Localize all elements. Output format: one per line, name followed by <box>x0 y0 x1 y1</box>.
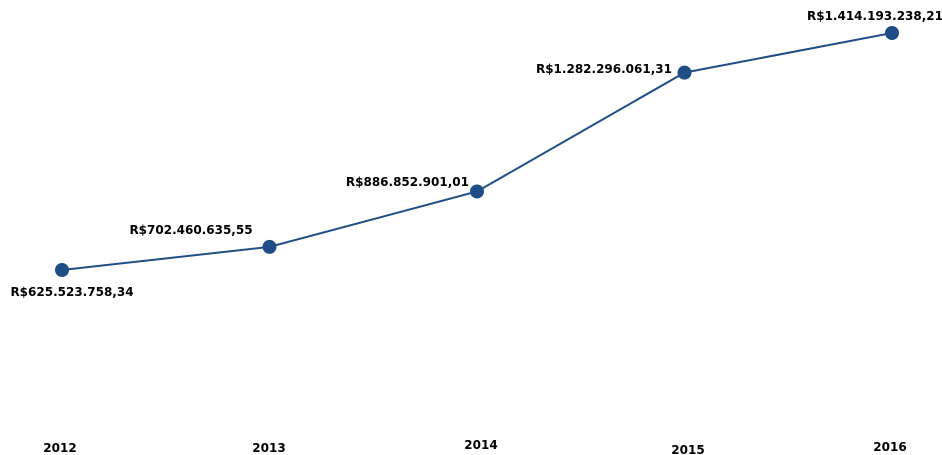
data-point-2013 <box>262 239 277 254</box>
data-label-2013: R$702.460.635,55 <box>129 223 252 237</box>
x-axis: 2012 2013 2014 2015 2016 <box>43 438 906 455</box>
x-tick-label-2013: 2013 <box>252 441 285 455</box>
data-point-2012 <box>55 263 69 277</box>
data-point-2016 <box>885 26 899 40</box>
x-tick-label-2016: 2016 <box>873 440 906 454</box>
x-tick-label-2015: 2015 <box>671 443 704 455</box>
data-label-2015: R$1.282.296.061,31 <box>536 62 672 76</box>
data-point-2015 <box>677 65 692 80</box>
data-label-2016: R$1.414.193.238,21 <box>807 9 942 23</box>
series-layer <box>55 26 899 277</box>
x-tick-label-2014: 2014 <box>464 438 497 452</box>
x-tick-label-2012: 2012 <box>43 441 76 455</box>
data-label-2014: R$886.852.901,01 <box>346 175 469 189</box>
data-label-2012: R$625.523.758,34 <box>10 285 133 299</box>
data-label-layer: R$625.523.758,34 R$702.460.635,55 R$886.85… <box>10 9 942 299</box>
data-point-2014 <box>470 184 484 199</box>
